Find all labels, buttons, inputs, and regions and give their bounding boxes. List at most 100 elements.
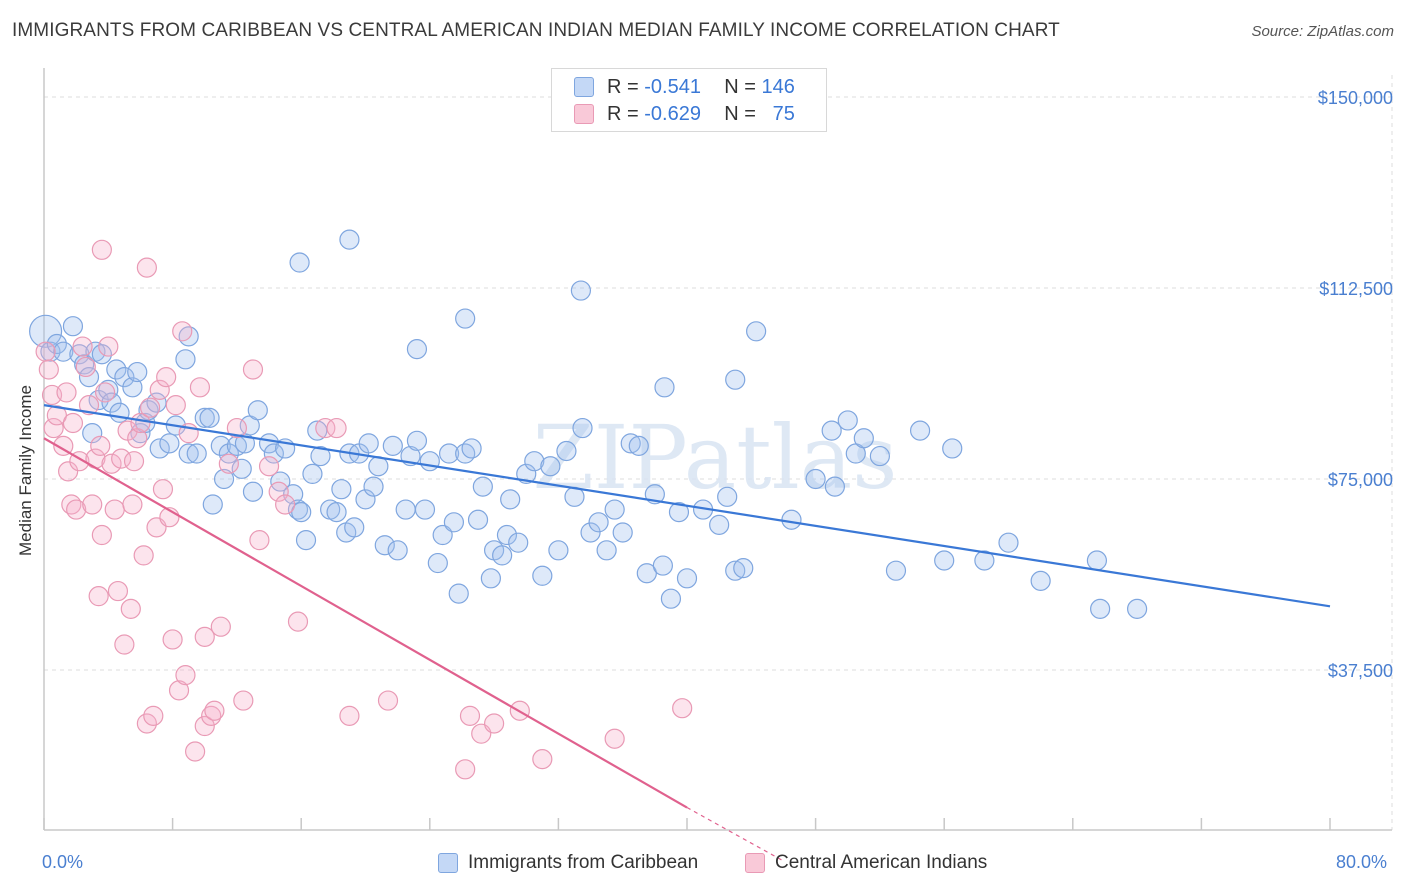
caribbean-point bbox=[326, 502, 347, 523]
y-tick-label: $150,000 bbox=[1318, 88, 1393, 108]
caribbean-point bbox=[570, 280, 592, 301]
central-american-indian-point bbox=[249, 530, 270, 551]
caribbean-point bbox=[62, 316, 84, 337]
chart-title: IMMIGRANTS FROM CARIBBEAN VS CENTRAL AME… bbox=[12, 20, 1060, 41]
caribbean-point bbox=[358, 433, 379, 454]
central-american-indian-point bbox=[315, 417, 336, 439]
central-american-indian-point bbox=[136, 257, 157, 278]
caribbean-point bbox=[455, 308, 476, 329]
caribbean-point bbox=[709, 514, 730, 535]
caribbean-point bbox=[628, 435, 649, 456]
caribbean-point bbox=[368, 456, 389, 477]
legend-n-value: 75 bbox=[772, 102, 795, 125]
caribbean-point bbox=[660, 588, 682, 609]
caribbean-point bbox=[122, 377, 143, 398]
caribbean-point bbox=[82, 423, 103, 444]
caribbean-point bbox=[821, 420, 842, 441]
caribbean-point bbox=[998, 532, 1019, 553]
legend-row-pink: R = -0.629 N = 75 bbox=[552, 101, 795, 127]
caribbean-point bbox=[307, 420, 328, 441]
caribbean-point bbox=[414, 499, 436, 520]
caribbean-point bbox=[247, 400, 268, 421]
caribbean-point bbox=[213, 468, 235, 490]
caribbean-point bbox=[270, 471, 291, 492]
caribbean-point bbox=[363, 476, 384, 497]
y-tick-label: $37,500 bbox=[1328, 661, 1393, 681]
caribbean-point bbox=[438, 443, 460, 464]
x-axis-max-label: 80.0% bbox=[1336, 852, 1388, 872]
central-american-indian-point bbox=[72, 336, 93, 357]
caribbean-point bbox=[480, 568, 501, 589]
central-american-indian-point bbox=[58, 461, 79, 482]
axes bbox=[43, 68, 1392, 831]
y-tick-labels: $150,000 $112,500 $75,000 $37,500 bbox=[1318, 88, 1393, 681]
caribbean-point bbox=[781, 509, 802, 530]
caribbean-point bbox=[652, 555, 673, 576]
central-american-indian-point bbox=[56, 382, 77, 403]
legend-r-label: R = bbox=[607, 75, 639, 98]
central-american-indian-point bbox=[107, 580, 129, 602]
legend-r-value: -0.629 bbox=[644, 102, 701, 125]
central-american-indian-point bbox=[175, 664, 196, 686]
central-american-indian-point bbox=[377, 690, 399, 711]
central-american-indian-point bbox=[94, 382, 116, 403]
caribbean-point bbox=[496, 524, 518, 546]
caribbean-point bbox=[310, 445, 331, 467]
central-american-indian-point bbox=[194, 626, 215, 647]
central-american-indian-point bbox=[111, 448, 132, 469]
caribbean-point bbox=[524, 451, 545, 472]
x-axis-min-label: 0.0% bbox=[42, 852, 84, 872]
central-american-indian-point bbox=[287, 611, 309, 632]
caribbean-point bbox=[242, 481, 264, 502]
caribbean-point bbox=[149, 438, 170, 459]
central-american-indian-point bbox=[38, 359, 59, 380]
caribbean-point bbox=[556, 440, 577, 462]
caribbean-point bbox=[218, 443, 239, 464]
central-american-indian-point bbox=[258, 456, 280, 477]
caribbean-point bbox=[676, 568, 698, 589]
legend-label-central-american-indians: Central American Indians bbox=[775, 852, 988, 873]
caribbean-point bbox=[202, 494, 223, 515]
caribbean-point bbox=[448, 583, 469, 604]
caribbean-point bbox=[344, 517, 365, 538]
central-american-indian-point bbox=[156, 367, 177, 388]
caribbean-point bbox=[339, 229, 360, 250]
caribbean-point bbox=[934, 550, 955, 571]
central-american-indian-point bbox=[66, 499, 87, 520]
caribbean-point bbox=[98, 379, 119, 400]
legend-n-label: N = bbox=[724, 75, 756, 98]
caribbean-point bbox=[668, 502, 690, 523]
caribbean-point bbox=[1090, 598, 1111, 619]
caribbean-point bbox=[909, 420, 931, 441]
caribbean-point bbox=[725, 369, 746, 390]
caribbean-point bbox=[175, 349, 196, 370]
central-american-indian-point bbox=[459, 705, 481, 726]
caribbean-point bbox=[733, 558, 754, 579]
central-american-indian-point bbox=[91, 524, 112, 546]
caribbean-point bbox=[942, 438, 963, 459]
caribbean-point bbox=[443, 512, 465, 533]
caribbean-point bbox=[1086, 550, 1108, 571]
caribbean-point bbox=[500, 489, 521, 510]
caribbean-point bbox=[331, 479, 352, 500]
legend-r-label: R = bbox=[607, 102, 639, 125]
central-american-indian-point bbox=[326, 417, 347, 439]
caribbean-point bbox=[355, 489, 376, 510]
central-american-indian-point bbox=[123, 451, 145, 472]
caribbean-point bbox=[231, 458, 252, 479]
caribbean-point bbox=[612, 522, 633, 543]
central-american-indian-point bbox=[120, 598, 141, 619]
caribbean-point bbox=[467, 509, 489, 530]
caribbean-point bbox=[406, 339, 428, 360]
central-american-indian-point bbox=[143, 705, 164, 726]
central-american-indian-point bbox=[149, 379, 170, 400]
central-american-indian-point bbox=[88, 586, 109, 607]
caribbean-point bbox=[540, 456, 561, 477]
central-american-indian-point bbox=[268, 481, 289, 502]
caribbean-point bbox=[508, 532, 529, 553]
caribbean-point bbox=[289, 252, 310, 273]
trend-line-central-american-indians bbox=[43, 437, 688, 809]
caribbean-point bbox=[805, 468, 826, 490]
caribbean-point bbox=[302, 463, 323, 485]
